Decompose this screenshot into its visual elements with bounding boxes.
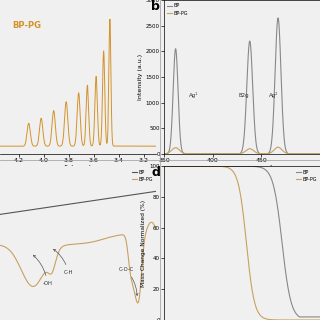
BP-PG bbox=[231, 169, 235, 173]
BP-PG bbox=[136, 300, 140, 304]
BP-PG bbox=[236, 152, 240, 156]
BP bbox=[318, 152, 320, 156]
BP-PG bbox=[94, 239, 98, 243]
Line: BP-PG: BP-PG bbox=[164, 147, 320, 154]
BP-PG bbox=[318, 318, 320, 320]
Legend: BP, BP-PG: BP, BP-PG bbox=[166, 3, 189, 17]
BP bbox=[162, 152, 166, 156]
Text: C-O-C: C-O-C bbox=[118, 267, 138, 295]
BP bbox=[276, 16, 280, 20]
Text: d: d bbox=[151, 166, 160, 179]
BP bbox=[286, 288, 290, 292]
BP bbox=[136, 192, 140, 196]
Text: b: b bbox=[151, 0, 160, 13]
BP-PG bbox=[0, 244, 2, 247]
BP bbox=[298, 315, 301, 319]
Line: BP-PG: BP-PG bbox=[0, 222, 156, 303]
BP-PG bbox=[149, 220, 153, 224]
BP bbox=[289, 152, 293, 156]
Line: BP: BP bbox=[164, 166, 320, 317]
BP bbox=[240, 148, 244, 152]
Y-axis label: Intensity (a.u.): Intensity (a.u.) bbox=[138, 54, 143, 100]
BP bbox=[0, 212, 2, 216]
BP bbox=[225, 164, 229, 168]
BP bbox=[284, 270, 288, 274]
BP bbox=[18, 210, 22, 213]
BP bbox=[178, 164, 182, 168]
BP-PG bbox=[170, 148, 174, 152]
Text: C-H: C-H bbox=[53, 249, 73, 275]
BP bbox=[154, 189, 158, 193]
BP-PG bbox=[286, 318, 290, 320]
BP-PG bbox=[162, 152, 166, 156]
BP bbox=[231, 164, 235, 168]
BP-PG bbox=[154, 226, 158, 230]
BP-PG bbox=[87, 241, 91, 244]
BP bbox=[318, 152, 320, 156]
BP-PG bbox=[178, 164, 182, 168]
BP-PG bbox=[1, 244, 5, 248]
X-axis label: δ (ppm): δ (ppm) bbox=[64, 164, 92, 171]
BP-PG bbox=[284, 318, 288, 320]
Line: BP: BP bbox=[164, 18, 320, 154]
Text: Ag¹: Ag¹ bbox=[188, 92, 198, 99]
BP bbox=[269, 176, 273, 180]
BP bbox=[318, 315, 320, 319]
Legend: BP, BP-PG: BP, BP-PG bbox=[295, 169, 317, 183]
BP bbox=[236, 152, 240, 156]
Text: B2g: B2g bbox=[239, 93, 249, 99]
BP bbox=[1, 212, 5, 216]
BP-PG bbox=[276, 145, 280, 149]
BP bbox=[88, 199, 92, 203]
BP bbox=[127, 193, 131, 197]
BP-PG bbox=[289, 152, 293, 156]
BP-PG bbox=[240, 151, 244, 155]
BP-PG bbox=[318, 152, 320, 156]
BP bbox=[162, 164, 166, 168]
BP-PG bbox=[225, 165, 229, 169]
BP-PG bbox=[318, 152, 320, 156]
BP-PG bbox=[136, 301, 140, 305]
Text: BP-PG: BP-PG bbox=[12, 21, 42, 30]
BP bbox=[170, 114, 174, 118]
BP-PG bbox=[127, 261, 131, 265]
Text: Ag²: Ag² bbox=[268, 92, 278, 99]
X-axis label: Raman Shift (cm⁻¹): Raman Shift (cm⁻¹) bbox=[208, 164, 276, 172]
Line: BP: BP bbox=[0, 191, 156, 214]
Text: -OH: -OH bbox=[33, 255, 52, 286]
BP-PG bbox=[18, 265, 22, 268]
BP bbox=[94, 198, 98, 202]
BP-PG bbox=[269, 318, 273, 320]
Line: BP-PG: BP-PG bbox=[164, 166, 320, 320]
Y-axis label: Mass Change Normalized (%): Mass Change Normalized (%) bbox=[141, 199, 147, 287]
BP-PG bbox=[162, 164, 166, 168]
Legend: BP, BP-PG: BP, BP-PG bbox=[131, 169, 154, 183]
